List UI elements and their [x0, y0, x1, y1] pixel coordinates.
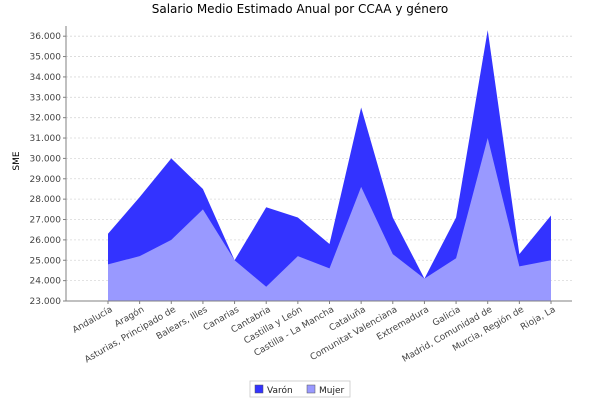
series-area-1	[108, 138, 551, 301]
legend: Varón Mujer	[249, 380, 351, 398]
legend-box	[249, 380, 351, 398]
y-tick-label-13: 36.000	[30, 32, 62, 42]
y-tick-label-10: 33.000	[30, 93, 62, 103]
y-tick-label-4: 27.000	[30, 216, 62, 226]
legend-label-1: Mujer	[319, 386, 345, 396]
y-tick-label-12: 35.000	[30, 53, 62, 63]
y-tick-label-6: 29.000	[30, 175, 62, 185]
chart-title: Salario Medio Estimado Anual por CCAA y …	[152, 2, 448, 16]
y-tick-label-7: 30.000	[30, 154, 62, 164]
y-tick-labels: 23.000 24.000 25.000 26.000 27.000 28.000 29.0…	[30, 32, 66, 307]
legend-label-0: Varón	[267, 385, 293, 396]
y-axis-label: SME	[12, 151, 22, 170]
y-tick-label-8: 31.000	[30, 134, 62, 144]
y-tick-label-5: 28.000	[30, 195, 62, 205]
y-tick-label-3: 26.000	[30, 236, 62, 246]
area-series	[108, 30, 551, 302]
legend-swatch-1	[306, 384, 316, 394]
y-tick-label-9: 32.000	[30, 114, 62, 124]
x-tick-label-0: Andalucía	[71, 305, 114, 336]
y-tick-label-0: 23.000	[30, 297, 62, 307]
y-tick-label-11: 34.000	[30, 73, 62, 83]
series-area-0	[108, 30, 551, 302]
y-tick-label-1: 24.000	[30, 277, 62, 287]
legend-swatch-0	[254, 384, 264, 394]
y-tick-label-2: 25.000	[30, 256, 62, 266]
x-tick-label-14: Rioja, La	[519, 305, 557, 333]
